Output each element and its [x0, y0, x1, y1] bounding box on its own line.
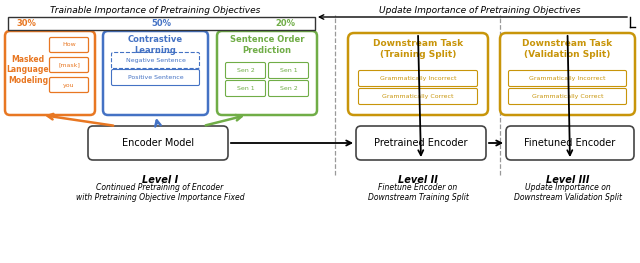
- Text: 50%: 50%: [151, 19, 171, 28]
- Text: Sen 1: Sen 1: [237, 86, 254, 91]
- Text: Grammatically Correct: Grammatically Correct: [382, 94, 454, 99]
- FancyBboxPatch shape: [5, 31, 95, 115]
- Text: Sentence Order
Prediction: Sentence Order Prediction: [230, 35, 304, 55]
- FancyBboxPatch shape: [111, 53, 200, 68]
- FancyBboxPatch shape: [49, 58, 88, 73]
- FancyBboxPatch shape: [217, 31, 317, 115]
- Text: Masked
Language
Modeling: Masked Language Modeling: [6, 55, 49, 85]
- FancyBboxPatch shape: [358, 89, 477, 104]
- FancyBboxPatch shape: [225, 80, 266, 97]
- Text: Finetune Encoder on
Downstream Training Split: Finetune Encoder on Downstream Training …: [367, 183, 468, 203]
- Text: [mask]: [mask]: [58, 63, 80, 68]
- Text: Sen 2: Sen 2: [237, 68, 254, 73]
- FancyBboxPatch shape: [358, 70, 477, 87]
- FancyBboxPatch shape: [111, 69, 200, 85]
- Text: Grammatically Incorrect: Grammatically Incorrect: [529, 76, 605, 81]
- Text: Grammatically Incorrect: Grammatically Incorrect: [380, 76, 456, 81]
- Bar: [8, 17, 315, 30]
- FancyBboxPatch shape: [506, 126, 634, 160]
- Text: Update Importance of Pretraining Objectives: Update Importance of Pretraining Objecti…: [380, 6, 580, 15]
- Text: Negative Sentence: Negative Sentence: [125, 58, 186, 63]
- FancyBboxPatch shape: [356, 126, 486, 160]
- FancyBboxPatch shape: [500, 33, 635, 115]
- FancyBboxPatch shape: [225, 63, 266, 78]
- FancyBboxPatch shape: [49, 78, 88, 93]
- FancyBboxPatch shape: [49, 38, 88, 53]
- Text: Positive Sentence: Positive Sentence: [128, 75, 183, 80]
- Text: 30%: 30%: [16, 19, 36, 28]
- FancyBboxPatch shape: [269, 80, 308, 97]
- FancyBboxPatch shape: [509, 70, 627, 87]
- Text: Update Importance on
Downstream Validation Split: Update Importance on Downstream Validati…: [514, 183, 622, 203]
- Text: How: How: [62, 43, 76, 48]
- Text: Encoder Model: Encoder Model: [122, 138, 194, 148]
- Text: Trainable Importance of Pretraining Objectives: Trainable Importance of Pretraining Obje…: [50, 6, 260, 15]
- Text: Grammatically Correct: Grammatically Correct: [532, 94, 604, 99]
- Text: Downstream Task
(Validation Split): Downstream Task (Validation Split): [522, 39, 612, 59]
- Text: Level III: Level III: [547, 175, 589, 185]
- Text: Contrastive
Learning: Contrastive Learning: [128, 35, 183, 55]
- FancyBboxPatch shape: [88, 126, 228, 160]
- Text: Continued Pretraining of Encoder
with Pretraining Objective Importance Fixed: Continued Pretraining of Encoder with Pr…: [76, 183, 244, 203]
- Text: Pretrained Encoder: Pretrained Encoder: [374, 138, 468, 148]
- Text: Sen 1: Sen 1: [280, 68, 298, 73]
- FancyBboxPatch shape: [348, 33, 488, 115]
- Text: you: you: [63, 83, 75, 88]
- Text: 20%: 20%: [275, 19, 295, 28]
- Text: Sen 2: Sen 2: [280, 86, 298, 91]
- Text: Level II: Level II: [398, 175, 438, 185]
- Text: Level I: Level I: [142, 175, 178, 185]
- FancyBboxPatch shape: [103, 31, 208, 115]
- Text: Downstream Task
(Training Split): Downstream Task (Training Split): [373, 39, 463, 59]
- FancyBboxPatch shape: [269, 63, 308, 78]
- FancyBboxPatch shape: [509, 89, 627, 104]
- Text: Finetuned Encoder: Finetuned Encoder: [524, 138, 616, 148]
